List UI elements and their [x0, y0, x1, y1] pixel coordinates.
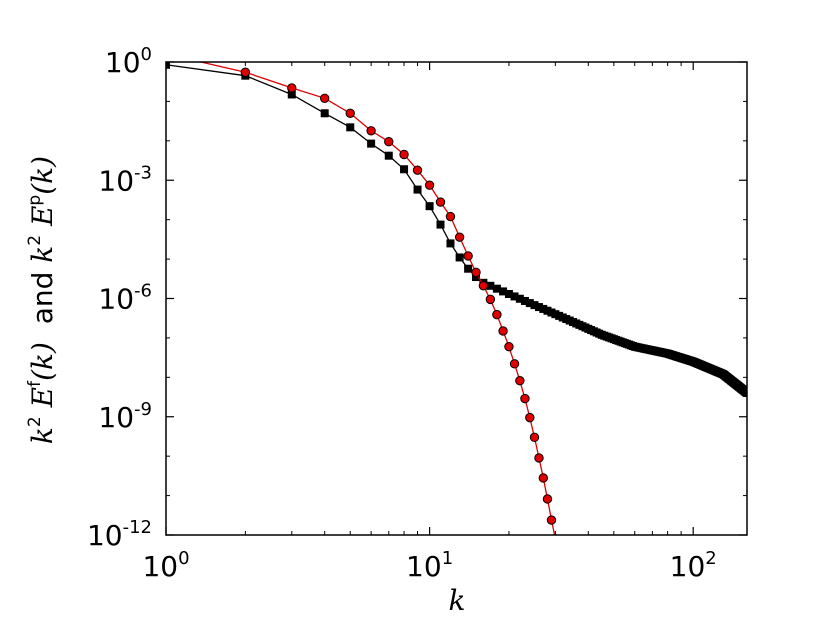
- data-point-square: [530, 301, 539, 310]
- data-point-square: [166, 62, 170, 69]
- data-point-square: [504, 290, 513, 299]
- data-point-circle: [287, 83, 297, 93]
- y-axis-label: k2 Ef(k) and k2 Ep(k): [25, 156, 59, 444]
- data-point-square: [464, 264, 473, 273]
- data-point-circle: [384, 137, 394, 147]
- data-point-circle: [538, 473, 549, 483]
- x-tick-label: 100: [142, 548, 189, 583]
- data-point-square: [400, 165, 409, 174]
- y-label-k2: k: [26, 246, 59, 263]
- data-point-circle: [471, 267, 481, 278]
- data-point-circle: [478, 281, 489, 291]
- y-label-arg1: (k): [26, 342, 59, 381]
- data-point-square: [520, 296, 529, 305]
- y-tick-exp: 0: [141, 44, 152, 65]
- y-label-e2: E: [26, 206, 59, 235]
- data-point-circle: [345, 108, 355, 118]
- data-point-square: [543, 306, 552, 315]
- data-point-square: [486, 281, 495, 290]
- data-point-square: [446, 239, 455, 248]
- y-tick-exp: -12: [123, 517, 152, 538]
- y-tick-base: 10: [87, 519, 123, 552]
- data-point-square: [287, 90, 296, 99]
- plot-frame: [165, 61, 748, 536]
- data-point-square: [384, 151, 393, 160]
- x-tick-exp: 1: [442, 548, 453, 569]
- data-point-square: [534, 303, 543, 312]
- y-label-k2-sup: 2: [25, 235, 45, 246]
- data-point-circle: [504, 341, 514, 352]
- data-point-circle: [454, 232, 465, 242]
- y-label-arg2: (k): [26, 156, 59, 195]
- y-label-e1-sup: f: [25, 380, 45, 387]
- y-label-e1: E: [26, 387, 59, 416]
- data-point-square: [499, 287, 508, 296]
- data-point-square: [425, 202, 434, 211]
- data-point-square: [436, 220, 445, 229]
- data-point-circle: [515, 376, 525, 386]
- data-point-square: [525, 299, 534, 308]
- data-point-square: [743, 389, 747, 398]
- data-point-circle: [525, 412, 535, 423]
- y-label-e2-sup: p: [25, 195, 45, 206]
- data-point-square: [539, 304, 548, 313]
- data-point-circle: [546, 515, 557, 525]
- y-tick-label: 10-9: [98, 399, 152, 434]
- data-point-circle: [520, 393, 530, 404]
- data-point-square: [515, 294, 524, 303]
- data-point-circle: [240, 67, 251, 77]
- x-tick-exp: 2: [705, 548, 716, 569]
- data-point-circle: [529, 432, 540, 443]
- y-tick-base: 10: [105, 46, 141, 79]
- y-label-and: and: [26, 263, 59, 342]
- y-tick-base: 10: [98, 164, 134, 197]
- data-point-circle: [498, 326, 508, 336]
- data-point-circle: [463, 251, 473, 261]
- data-point-square: [510, 292, 519, 301]
- y-tick-base: 10: [98, 283, 134, 316]
- data-point-circle: [509, 359, 520, 369]
- y-label-k1: k: [26, 427, 59, 444]
- data-point-circle: [366, 126, 376, 136]
- y-label-k1-sup: 2: [25, 416, 45, 427]
- data-point-circle: [435, 197, 446, 207]
- y-tick-label: 100: [105, 44, 152, 79]
- data-point-square: [492, 284, 501, 293]
- y-tick-exp: -9: [134, 399, 152, 420]
- y-tick-label: 10-3: [98, 162, 152, 197]
- data-point-circle: [399, 149, 409, 160]
- x-tick-label: 101: [406, 548, 453, 583]
- y-tick-label: 10-12: [87, 517, 152, 552]
- data-point-circle: [552, 534, 559, 535]
- data-point-circle: [485, 294, 496, 305]
- data-point-circle: [542, 494, 553, 504]
- x-tick-label: 102: [670, 548, 717, 583]
- data-point-circle: [412, 165, 423, 175]
- data-point-circle: [534, 453, 544, 463]
- data-point-square: [455, 253, 464, 262]
- data-point-square: [346, 123, 355, 132]
- x-tick-base: 10: [670, 550, 706, 583]
- y-tick-exp: -6: [134, 281, 152, 302]
- series-line-1: [198, 62, 556, 535]
- x-tick-base: 10: [142, 550, 178, 583]
- series-layer: [162, 50, 747, 535]
- data-point-circle: [162, 50, 170, 58]
- x-axis-label: k: [449, 584, 466, 617]
- data-point-circle: [424, 180, 435, 190]
- y-tick-base: 10: [98, 401, 134, 434]
- x-tick-exp: 0: [178, 548, 189, 569]
- x-tick-base: 10: [406, 550, 442, 583]
- data-point-circle: [492, 309, 502, 320]
- data-point-circle: [320, 93, 330, 103]
- data-point-circle: [445, 211, 456, 222]
- y-tick-exp: -3: [134, 162, 152, 183]
- data-point-square: [320, 109, 329, 118]
- data-point-square: [367, 139, 376, 148]
- data-point-square: [413, 185, 422, 194]
- y-tick-label: 10-6: [98, 281, 152, 316]
